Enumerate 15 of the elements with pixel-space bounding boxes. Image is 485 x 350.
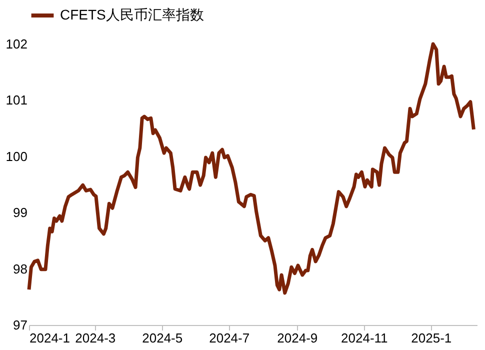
x-tick-label: 2025-1 [411,330,452,346]
y-tick-label: 98 [13,261,28,276]
y-tick-label: 100 [6,148,28,164]
x-tick-label: 2024-1 [30,330,70,346]
x-tick-label: 2024-3 [75,330,116,346]
x-tick-label: 2024-5 [142,330,183,346]
y-tick-label: 97 [13,318,28,332]
x-tick-label: 2024-11 [341,330,388,346]
x-tick-label: 2024-7 [209,330,250,346]
line-series [27,42,476,295]
y-tick-label: 101 [6,92,28,108]
y-tick-label: 102 [6,36,28,52]
legend-label: CFETS人民币汇率指数 [60,6,204,22]
x-tick-label: 2024-9 [277,330,318,346]
y-tick-label: 99 [13,205,28,220]
